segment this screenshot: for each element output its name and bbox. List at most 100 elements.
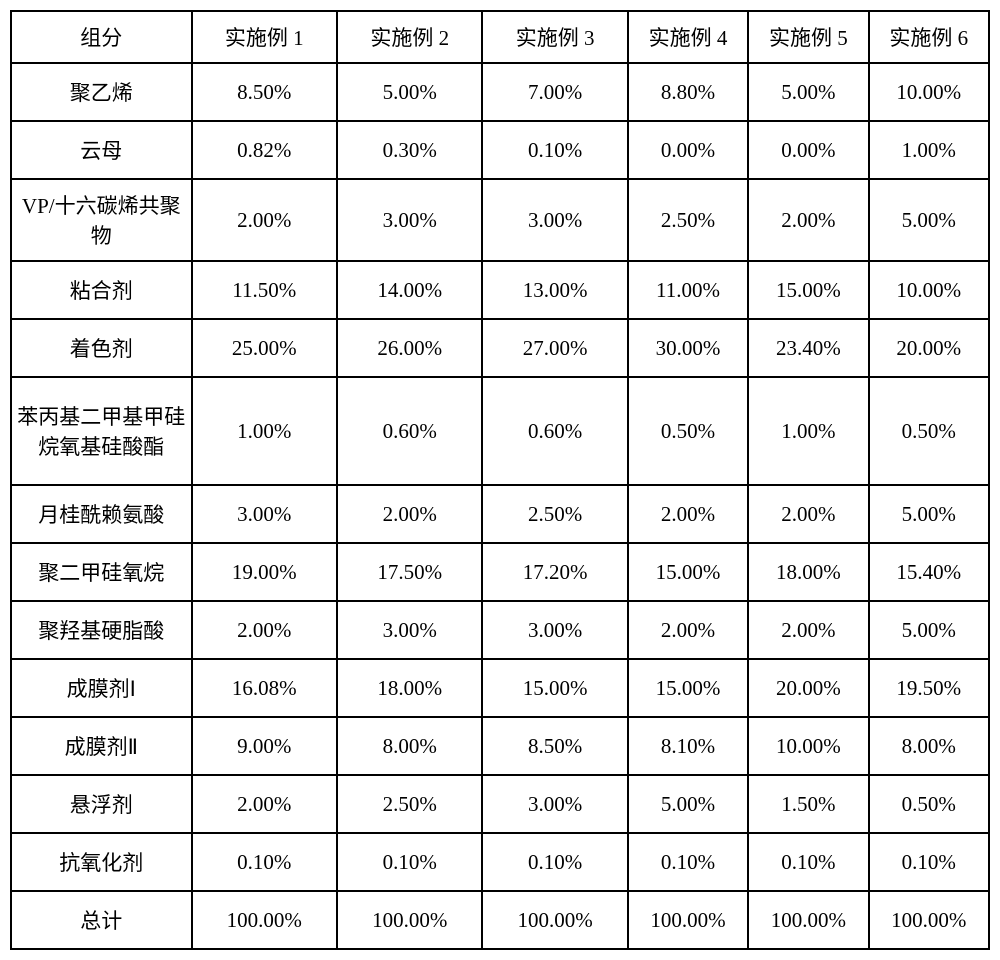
- cell-value: 5.00%: [869, 179, 989, 261]
- cell-value: 19.50%: [869, 659, 989, 717]
- cell-value: 15.40%: [869, 543, 989, 601]
- cell-value: 2.00%: [192, 179, 337, 261]
- cell-value: 3.00%: [337, 179, 482, 261]
- cell-value: 16.08%: [192, 659, 337, 717]
- cell-value: 2.50%: [482, 485, 627, 543]
- cell-value: 1.00%: [748, 377, 868, 485]
- row-label: 月桂酰赖氨酸: [11, 485, 192, 543]
- cell-value: 5.00%: [628, 775, 748, 833]
- table-row: VP/十六碳烯共聚物2.00%3.00%3.00%2.50%2.00%5.00%: [11, 179, 989, 261]
- col-header-component: 组分: [11, 11, 192, 63]
- col-header-example-4: 实施例 4: [628, 11, 748, 63]
- cell-value: 18.00%: [748, 543, 868, 601]
- cell-value: 2.00%: [628, 601, 748, 659]
- cell-value: 17.50%: [337, 543, 482, 601]
- cell-value: 13.00%: [482, 261, 627, 319]
- cell-value: 0.10%: [748, 833, 868, 891]
- cell-value: 5.00%: [869, 485, 989, 543]
- cell-value: 7.00%: [482, 63, 627, 121]
- table-row: 悬浮剂2.00%2.50%3.00%5.00%1.50%0.50%: [11, 775, 989, 833]
- cell-value: 100.00%: [748, 891, 868, 949]
- row-label: 着色剂: [11, 319, 192, 377]
- col-header-example-3: 实施例 3: [482, 11, 627, 63]
- table-row: 聚羟基硬脂酸2.00%3.00%3.00%2.00%2.00%5.00%: [11, 601, 989, 659]
- cell-value: 0.30%: [337, 121, 482, 179]
- row-label: 聚乙烯: [11, 63, 192, 121]
- cell-value: 2.00%: [192, 775, 337, 833]
- cell-value: 0.10%: [628, 833, 748, 891]
- cell-value: 10.00%: [869, 63, 989, 121]
- cell-value: 15.00%: [628, 543, 748, 601]
- cell-value: 18.00%: [337, 659, 482, 717]
- cell-value: 27.00%: [482, 319, 627, 377]
- row-label: 云母: [11, 121, 192, 179]
- table-row: 聚乙烯8.50%5.00%7.00%8.80%5.00%10.00%: [11, 63, 989, 121]
- cell-value: 20.00%: [869, 319, 989, 377]
- cell-value: 5.00%: [748, 63, 868, 121]
- cell-value: 0.10%: [482, 833, 627, 891]
- cell-value: 8.00%: [869, 717, 989, 775]
- cell-value: 0.10%: [192, 833, 337, 891]
- row-label: 抗氧化剂: [11, 833, 192, 891]
- row-label: 苯丙基二甲基甲硅烷氧基硅酸酯: [11, 377, 192, 485]
- cell-value: 3.00%: [482, 775, 627, 833]
- cell-value: 0.50%: [869, 377, 989, 485]
- cell-value: 19.00%: [192, 543, 337, 601]
- cell-value: 10.00%: [869, 261, 989, 319]
- table-row: 抗氧化剂0.10%0.10%0.10%0.10%0.10%0.10%: [11, 833, 989, 891]
- cell-value: 0.50%: [628, 377, 748, 485]
- cell-value: 20.00%: [748, 659, 868, 717]
- cell-value: 1.00%: [192, 377, 337, 485]
- cell-value: 3.00%: [482, 179, 627, 261]
- cell-value: 0.50%: [869, 775, 989, 833]
- cell-value: 8.00%: [337, 717, 482, 775]
- cell-value: 100.00%: [482, 891, 627, 949]
- cell-value: 100.00%: [192, 891, 337, 949]
- cell-value: 1.50%: [748, 775, 868, 833]
- cell-value: 23.40%: [748, 319, 868, 377]
- cell-value: 0.60%: [337, 377, 482, 485]
- cell-value: 10.00%: [748, 717, 868, 775]
- cell-value: 0.00%: [628, 121, 748, 179]
- cell-value: 8.50%: [482, 717, 627, 775]
- cell-value: 15.00%: [482, 659, 627, 717]
- cell-value: 9.00%: [192, 717, 337, 775]
- cell-value: 0.60%: [482, 377, 627, 485]
- cell-value: 2.50%: [628, 179, 748, 261]
- row-label: 粘合剂: [11, 261, 192, 319]
- cell-value: 100.00%: [337, 891, 482, 949]
- table-header-row: 组分 实施例 1 实施例 2 实施例 3 实施例 4 实施例 5 实施例 6: [11, 11, 989, 63]
- composition-table: 组分 实施例 1 实施例 2 实施例 3 实施例 4 实施例 5 实施例 6 聚…: [10, 10, 990, 950]
- cell-value: 2.00%: [628, 485, 748, 543]
- cell-value: 8.10%: [628, 717, 748, 775]
- cell-value: 30.00%: [628, 319, 748, 377]
- cell-value: 2.00%: [748, 179, 868, 261]
- table-row: 成膜剂Ⅱ9.00%8.00%8.50%8.10%10.00%8.00%: [11, 717, 989, 775]
- cell-value: 0.82%: [192, 121, 337, 179]
- row-label: 悬浮剂: [11, 775, 192, 833]
- table-row: 云母0.82%0.30%0.10%0.00%0.00%1.00%: [11, 121, 989, 179]
- cell-value: 2.00%: [748, 485, 868, 543]
- table-row: 成膜剂Ⅰ16.08%18.00%15.00%15.00%20.00%19.50%: [11, 659, 989, 717]
- cell-value: 17.20%: [482, 543, 627, 601]
- table-body: 聚乙烯8.50%5.00%7.00%8.80%5.00%10.00%云母0.82…: [11, 63, 989, 949]
- row-label: 聚羟基硬脂酸: [11, 601, 192, 659]
- cell-value: 3.00%: [482, 601, 627, 659]
- row-label: VP/十六碳烯共聚物: [11, 179, 192, 261]
- cell-value: 26.00%: [337, 319, 482, 377]
- table-row: 着色剂25.00%26.00%27.00%30.00%23.40%20.00%: [11, 319, 989, 377]
- row-label: 成膜剂Ⅱ: [11, 717, 192, 775]
- cell-value: 100.00%: [869, 891, 989, 949]
- table-row: 粘合剂11.50%14.00%13.00%11.00%15.00%10.00%: [11, 261, 989, 319]
- cell-value: 2.00%: [748, 601, 868, 659]
- cell-value: 1.00%: [869, 121, 989, 179]
- cell-value: 0.10%: [869, 833, 989, 891]
- table-row: 总计100.00%100.00%100.00%100.00%100.00%100…: [11, 891, 989, 949]
- cell-value: 0.00%: [748, 121, 868, 179]
- cell-value: 5.00%: [869, 601, 989, 659]
- cell-value: 0.10%: [337, 833, 482, 891]
- cell-value: 25.00%: [192, 319, 337, 377]
- cell-value: 11.00%: [628, 261, 748, 319]
- row-label: 成膜剂Ⅰ: [11, 659, 192, 717]
- cell-value: 5.00%: [337, 63, 482, 121]
